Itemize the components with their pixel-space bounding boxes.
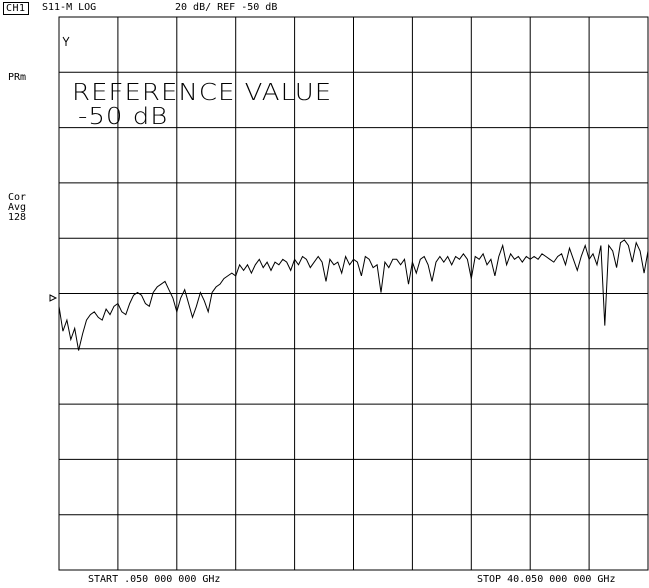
scale-reference-label: 20 dB/ REF -50 dB <box>175 2 278 13</box>
prm-indicator: PRm <box>8 72 27 83</box>
reference-marker-icon <box>49 294 58 302</box>
marker-tick-icon <box>62 36 70 46</box>
reference-value-readout: -50 dB <box>78 103 169 131</box>
start-frequency: START .050 000 000 GHz <box>88 574 221 585</box>
correction-indicator: Cor <box>8 192 27 203</box>
averaging-count: 128 <box>8 212 27 223</box>
channel-indicator: CH1 <box>3 2 29 15</box>
averaging-indicator: Avg <box>8 202 27 213</box>
stop-frequency: STOP 40.050 000 000 GHz <box>477 574 616 585</box>
measurement-label: S11-M LOG <box>42 2 97 13</box>
graticule <box>58 16 649 571</box>
s11-trace <box>58 239 649 351</box>
reference-value-title: REFERENCE VALUE <box>72 79 333 107</box>
